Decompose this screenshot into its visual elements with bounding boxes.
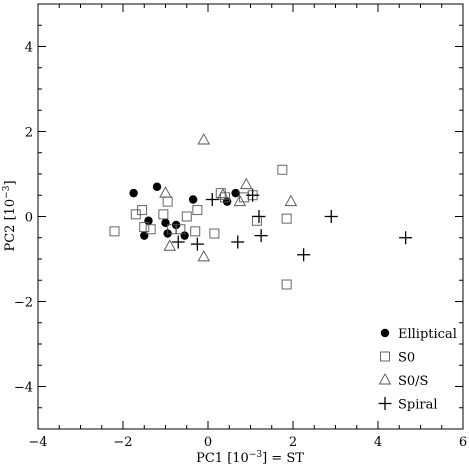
point-s0-s [197,249,211,262]
point-elliptical [231,188,240,198]
y-tick-label: 0 [25,211,33,226]
point-s0-s [239,177,253,190]
x-axis-label: PC1 [10−3] = ST [196,450,304,466]
point-s0 [281,213,292,224]
y-tick-label: −2 [14,296,33,311]
point-s0 [109,226,120,237]
point-s0 [190,226,201,237]
point-s0 [181,211,192,222]
point-s0-s [216,188,230,200]
point-s0-s [284,194,298,207]
legend-marker-s0 [380,351,390,362]
point-spiral [254,229,268,243]
point-s0 [139,222,150,233]
point-s0 [281,279,292,290]
point-spiral [297,248,311,262]
x-tick-label: −2 [113,435,132,450]
point-s0 [166,224,177,235]
point-s0 [251,215,262,226]
point-s0 [209,228,220,239]
point-s0-s [233,194,247,207]
point-s0-s [163,239,177,251]
legend-label-s0: S0 [398,351,415,366]
legend-label-elliptical: Elliptical [398,327,457,342]
point-spiral [190,237,204,251]
point-spiral [205,193,219,206]
point-spiral [399,231,413,245]
point-s0 [162,196,173,207]
tick-labels: −4 −2 0 2 4 6 −4 −2 0 2 4 [14,41,467,451]
legend: Elliptical S0 S0/S Spiral [378,327,457,413]
x-tick-label: 2 [289,435,297,450]
data-points [109,133,413,290]
point-s0 [192,205,203,216]
point-s0-s [197,133,211,145]
point-s0-s [159,186,172,198]
point-elliptical [152,182,162,191]
y-tick-label: 2 [25,126,33,141]
point-spiral [231,235,245,249]
point-elliptical [140,231,149,240]
point-s0 [145,224,156,235]
point-spiral [252,210,266,223]
x-tick-label: 6 [459,435,467,450]
y-tick-label: 4 [25,41,33,56]
point-s0 [137,205,148,216]
point-elliptical [129,188,138,198]
legend-label-spiral: Spiral [398,398,438,413]
point-spiral [324,210,338,223]
x-tick-label: 4 [374,435,382,450]
legend-marker-spiral [378,397,392,410]
point-s0 [239,192,250,203]
point-elliptical [161,218,170,228]
point-s0 [158,209,169,220]
y-axis-label: PC2 [10−3] [2,180,18,251]
legend-marker-s0-s [378,373,392,385]
legend-marker-elliptical [380,328,390,338]
x-tick-label: 0 [204,435,212,450]
legend-label-s0-s: S0/S [398,374,428,389]
axis-ticks [37,3,464,430]
y-tick-label: −4 [14,381,33,396]
point-s0 [277,164,288,175]
point-s0 [175,224,186,235]
point-spiral [246,188,260,202]
point-elliptical [188,195,198,204]
point-spiral [171,235,185,249]
x-tick-label: −4 [28,435,47,450]
